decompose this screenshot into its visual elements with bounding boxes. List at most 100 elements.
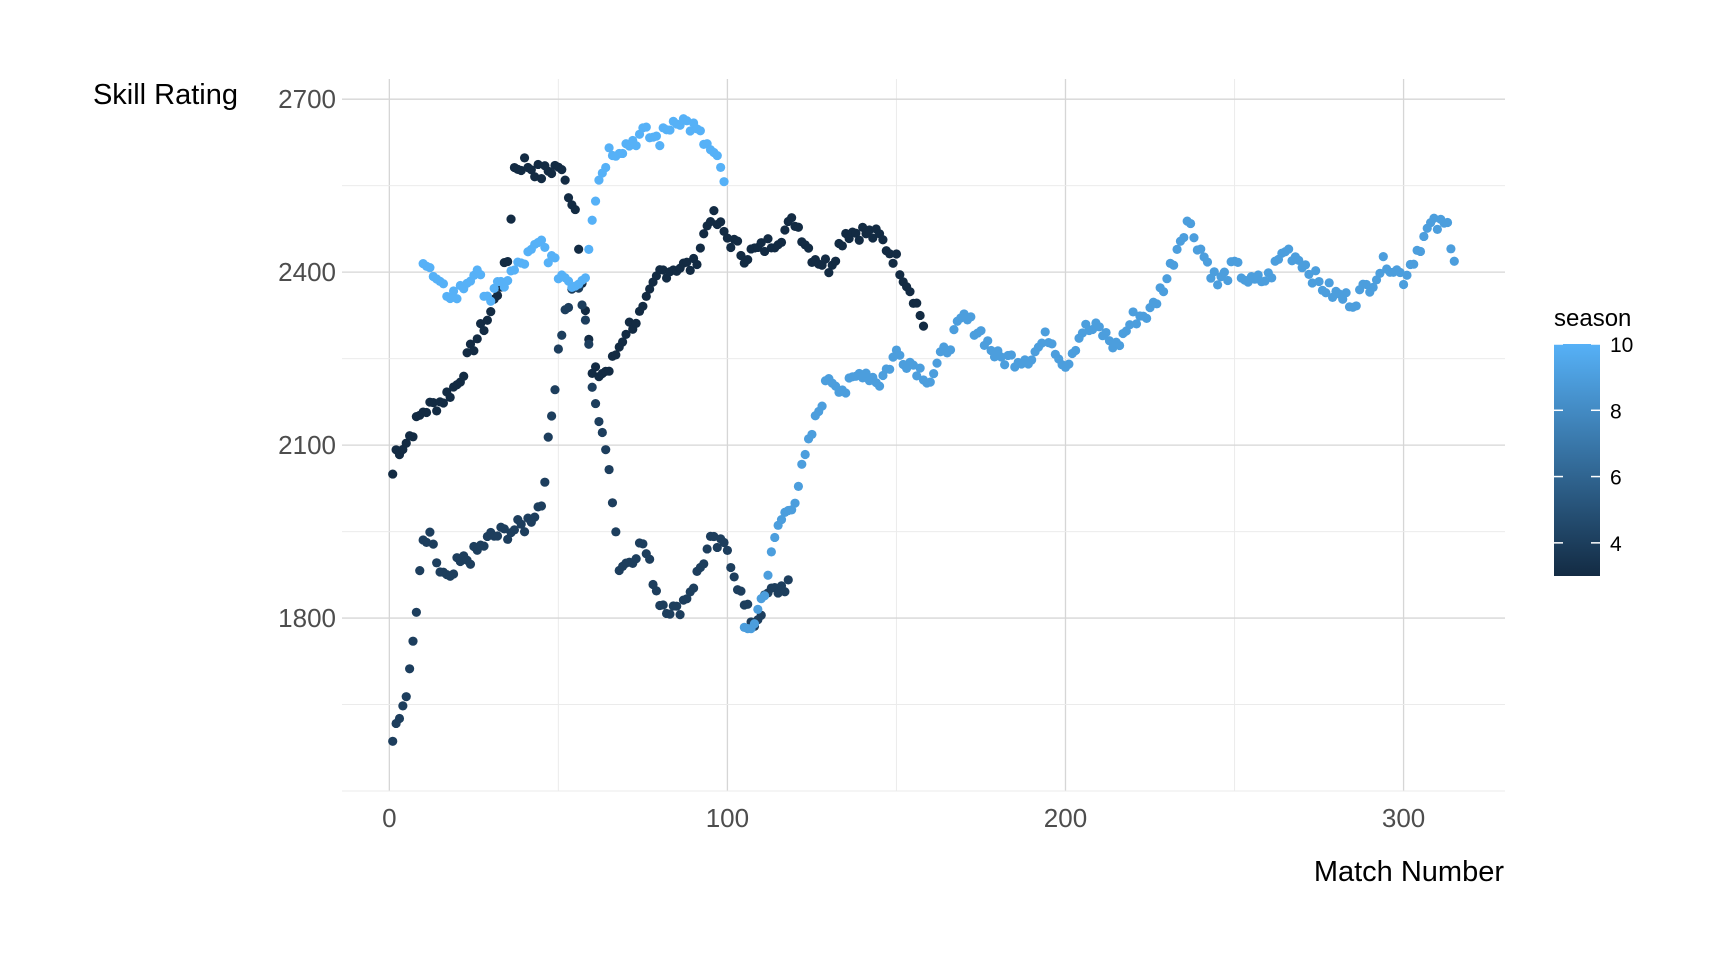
data-point bbox=[895, 270, 905, 280]
data-point bbox=[1172, 244, 1182, 255]
data-point bbox=[891, 249, 902, 259]
data-point bbox=[604, 366, 614, 376]
data-point bbox=[1267, 273, 1277, 283]
data-point bbox=[550, 385, 560, 395]
data-point bbox=[885, 249, 895, 259]
data-point bbox=[665, 609, 675, 619]
data-point bbox=[1101, 327, 1111, 338]
data-point bbox=[1415, 246, 1426, 257]
data-point bbox=[584, 244, 594, 254]
data-point bbox=[780, 587, 790, 597]
data-point bbox=[638, 539, 648, 549]
legend-tick-label: 4 bbox=[1610, 533, 1622, 556]
data-point bbox=[438, 279, 449, 289]
data-point bbox=[1202, 257, 1213, 267]
data-point bbox=[445, 392, 455, 402]
data-point bbox=[716, 162, 726, 173]
data-point bbox=[540, 477, 550, 487]
data-point bbox=[445, 293, 455, 304]
data-point bbox=[1040, 327, 1050, 337]
data-point bbox=[787, 213, 797, 223]
data-point bbox=[929, 369, 939, 379]
data-point bbox=[459, 371, 469, 381]
data-point bbox=[540, 242, 550, 253]
data-point bbox=[719, 537, 729, 548]
data-point bbox=[411, 607, 421, 617]
x-tick-label: 300 bbox=[1382, 803, 1425, 833]
data-point bbox=[830, 256, 841, 266]
data-point bbox=[594, 175, 604, 185]
data-point bbox=[1064, 359, 1074, 369]
data-point bbox=[1311, 266, 1321, 276]
data-point bbox=[803, 243, 814, 253]
legend-tick-label: 10 bbox=[1610, 334, 1633, 357]
data-point bbox=[408, 636, 418, 646]
data-point bbox=[1185, 218, 1196, 229]
data-point bbox=[983, 336, 993, 346]
grid-lines bbox=[342, 79, 1505, 792]
data-point bbox=[1368, 282, 1378, 292]
y-tick-label: 1800 bbox=[278, 603, 336, 633]
data-point bbox=[851, 228, 861, 238]
data-point bbox=[682, 257, 692, 267]
data-point bbox=[645, 284, 655, 294]
data-point bbox=[1375, 268, 1385, 278]
data-point bbox=[536, 174, 547, 184]
data-point bbox=[1213, 280, 1223, 290]
data-point bbox=[465, 559, 476, 569]
data-point bbox=[543, 432, 553, 442]
data-point bbox=[492, 290, 503, 301]
data-point bbox=[692, 259, 702, 270]
data-point bbox=[398, 701, 408, 711]
data-point bbox=[557, 165, 567, 175]
data-point bbox=[543, 258, 553, 268]
x-tick-label: 100 bbox=[706, 803, 749, 833]
data-point bbox=[563, 302, 574, 313]
data-point bbox=[1128, 307, 1138, 317]
data-point bbox=[492, 531, 503, 541]
data-point bbox=[1442, 217, 1453, 228]
data-point bbox=[702, 544, 712, 554]
data-point bbox=[388, 736, 398, 746]
data-point bbox=[526, 165, 536, 175]
data-point bbox=[915, 363, 925, 373]
data-point bbox=[425, 263, 435, 273]
data-point bbox=[645, 554, 655, 564]
data-point bbox=[1196, 244, 1206, 254]
data-point bbox=[895, 350, 905, 360]
data-point bbox=[631, 141, 641, 151]
data-point bbox=[448, 569, 459, 579]
data-point bbox=[716, 217, 726, 227]
data-point bbox=[587, 382, 597, 392]
data-point bbox=[1047, 339, 1057, 349]
data-point bbox=[428, 397, 438, 408]
data-point bbox=[452, 294, 462, 304]
y-tick-label: 2400 bbox=[278, 257, 336, 287]
data-point bbox=[945, 345, 956, 355]
data-point bbox=[611, 527, 621, 537]
data-point bbox=[760, 591, 770, 601]
data-point bbox=[878, 235, 888, 245]
data-point bbox=[499, 524, 509, 534]
data-point bbox=[601, 162, 611, 173]
data-point bbox=[394, 713, 405, 724]
data-point bbox=[820, 254, 831, 264]
data-point bbox=[590, 196, 601, 206]
data-point bbox=[1209, 267, 1219, 277]
data-point bbox=[432, 558, 442, 568]
data-point bbox=[425, 527, 435, 537]
data-point bbox=[726, 562, 736, 573]
data-point bbox=[800, 449, 810, 460]
data-point bbox=[807, 429, 817, 440]
data-point bbox=[607, 498, 618, 508]
data-point bbox=[584, 339, 594, 349]
data-point bbox=[874, 381, 885, 391]
data-point bbox=[563, 193, 574, 203]
data-point bbox=[560, 175, 570, 185]
data-point bbox=[448, 286, 459, 296]
data-point bbox=[749, 619, 760, 629]
data-point bbox=[1429, 213, 1439, 223]
data-point bbox=[509, 525, 520, 535]
data-point bbox=[976, 326, 986, 336]
data-point bbox=[743, 255, 753, 265]
